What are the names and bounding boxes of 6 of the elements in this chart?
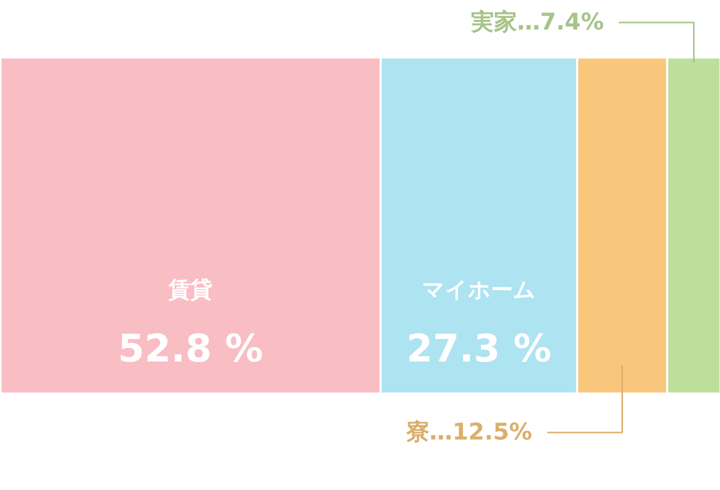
series-label: 賃貸 <box>168 277 213 303</box>
data-label: 52.8 % <box>118 326 264 370</box>
data-label: 27.3 % <box>406 326 552 370</box>
text: 実家…7.4% <box>471 10 604 36</box>
text: 寮…12.5% <box>406 420 532 446</box>
series-label: マイホーム <box>422 278 536 303</box>
